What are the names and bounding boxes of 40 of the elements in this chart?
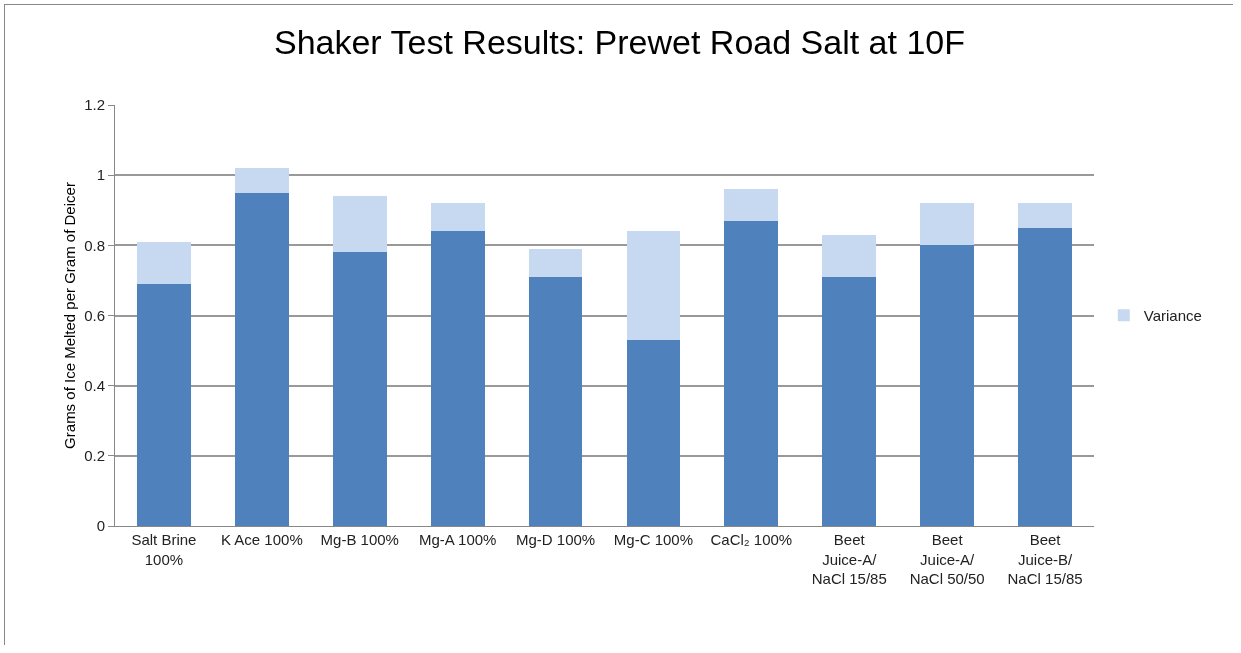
x-tick-label: Mg-B 100% <box>320 531 399 548</box>
bar <box>528 248 583 277</box>
chart-title: Shaker Test Results: Prewet Road Salt at 10F <box>273 23 966 62</box>
bar <box>430 203 485 232</box>
x-tick-label: Mg-D 100% <box>515 531 596 548</box>
x-tick-label: Mg-C 100% <box>613 531 694 548</box>
bar <box>724 220 779 526</box>
y-tick-label: 0 <box>96 517 105 535</box>
y-tick-label: 0.6 <box>84 306 105 324</box>
x-tick-label: CaCl₂ 100% <box>710 531 793 548</box>
y-tick-label: 1 <box>96 166 105 184</box>
x-tick-label: Salt Brine 100% <box>131 531 197 568</box>
bar <box>528 276 583 526</box>
bar <box>137 241 191 284</box>
bar <box>626 340 681 526</box>
bar <box>626 231 681 341</box>
y-tick-label: 1.2 <box>84 96 105 114</box>
bar <box>430 231 485 526</box>
bar <box>234 168 289 193</box>
bar <box>332 252 387 526</box>
x-tick-label: Beet Juice-A/ NaCl 15/85 <box>811 531 887 587</box>
bar <box>920 203 975 246</box>
bar <box>724 189 779 221</box>
bar <box>234 192 289 526</box>
y-tick-label: 0.4 <box>84 376 105 394</box>
x-tick-label: Mg-A 100% <box>418 531 497 548</box>
bar <box>822 234 877 277</box>
y-tick-label: 0.2 <box>84 447 105 465</box>
x-tick-label: K Ace 100% <box>220 531 303 548</box>
x-tick-label: Beet Juice-A/ NaCl 50/50 <box>909 531 985 587</box>
y-tick-label: 0.8 <box>84 236 105 254</box>
y-axis-title: Grams of Ice Melted per Gram of Deicer <box>61 182 78 449</box>
legend-label: Variance <box>1143 307 1202 325</box>
bar <box>920 245 975 526</box>
bar <box>1018 203 1072 228</box>
bar <box>332 196 387 253</box>
bar <box>1018 227 1072 526</box>
bar <box>137 283 191 526</box>
bar <box>822 276 877 526</box>
x-tick-label: Beet Juice-B/ NaCl 15/85 <box>1007 531 1083 587</box>
